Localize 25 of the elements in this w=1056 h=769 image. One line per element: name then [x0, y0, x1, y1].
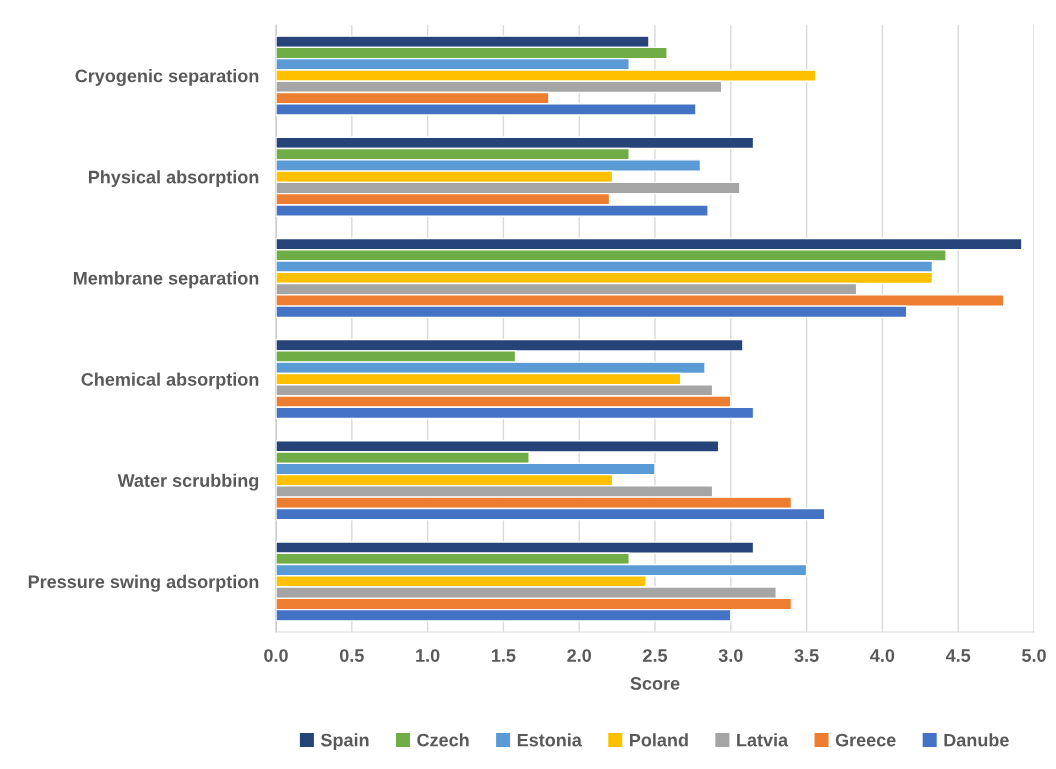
y-tick-label: Membrane separation	[73, 271, 259, 289]
x-tick-label: 4.5	[945, 649, 971, 662]
x-tick-label: 0.0	[264, 649, 288, 662]
x-tick-label: 0.5	[339, 649, 364, 662]
legend-label: Danube	[944, 733, 1009, 747]
x-tick-label: 2.0	[567, 649, 592, 662]
x-tick-label: 4.0	[870, 649, 895, 662]
legend-label: Greece	[835, 733, 896, 747]
y-tick-label: Chemical absorption	[81, 372, 259, 390]
x-tick-label: 2.5	[643, 649, 668, 662]
legend-label: Spain	[320, 733, 369, 751]
y-tick-label: Water scrubbing	[117, 473, 259, 491]
legend-label: Latvia	[737, 733, 789, 747]
y-tick-label: Physical absorption	[88, 170, 259, 188]
x-tick-label: 3.5	[794, 649, 819, 662]
legend-label: Estonia	[517, 733, 582, 747]
x-tick-label: 1.5	[491, 649, 516, 662]
y-tick-label: Pressure swing adsorption	[28, 574, 259, 592]
x-tick-label: 1.0	[416, 649, 440, 662]
x-axis-title: Score	[630, 677, 680, 690]
legend-label: Czech	[417, 733, 469, 747]
x-tick-label: 5.0	[1022, 649, 1046, 662]
legend-label: Poland	[630, 733, 688, 747]
x-tick-label: 3.0	[718, 649, 743, 662]
y-tick-label: Cryogenic separation	[75, 69, 259, 86]
